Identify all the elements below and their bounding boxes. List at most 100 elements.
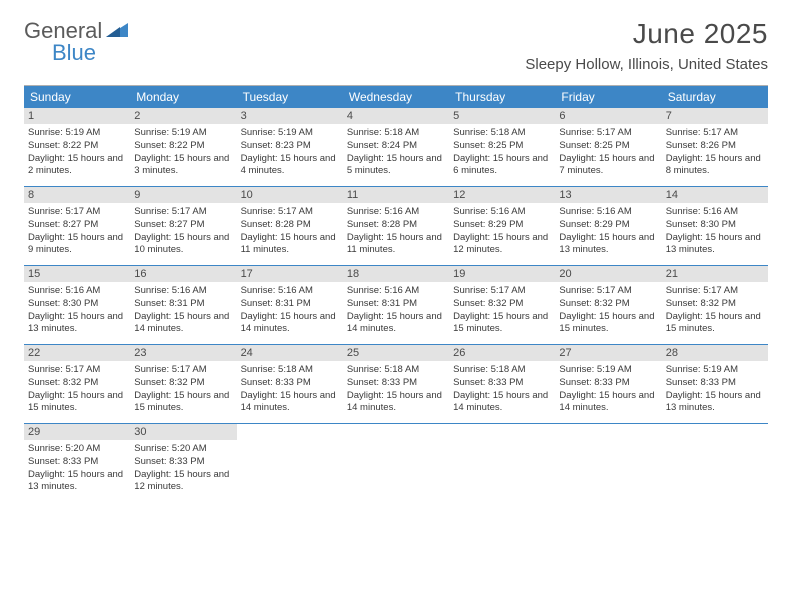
sunset-line: Sunset: 8:33 PM [666, 377, 764, 390]
sunset-line: Sunset: 8:33 PM [134, 456, 232, 469]
day-number: 21 [662, 266, 768, 282]
day-number: 25 [343, 345, 449, 361]
day-cell: 11Sunrise: 5:16 AMSunset: 8:28 PMDayligh… [343, 187, 449, 265]
day-number: 23 [130, 345, 236, 361]
day-cell: 19Sunrise: 5:17 AMSunset: 8:32 PMDayligh… [449, 266, 555, 344]
sunset-line: Sunset: 8:25 PM [453, 140, 551, 153]
day-number: 10 [237, 187, 343, 203]
day-cell: 15Sunrise: 5:16 AMSunset: 8:30 PMDayligh… [24, 266, 130, 344]
day-number: 12 [449, 187, 555, 203]
daylight-line: Daylight: 15 hours and 14 minutes. [559, 390, 657, 416]
day-cell: 13Sunrise: 5:16 AMSunset: 8:29 PMDayligh… [555, 187, 661, 265]
day-number: 9 [130, 187, 236, 203]
week-row: 8Sunrise: 5:17 AMSunset: 8:27 PMDaylight… [24, 187, 768, 266]
sunrise-line: Sunrise: 5:20 AM [134, 443, 232, 456]
sunrise-line: Sunrise: 5:17 AM [28, 206, 126, 219]
calendar: Sunday Monday Tuesday Wednesday Thursday… [24, 85, 768, 502]
daylight-line: Daylight: 15 hours and 11 minutes. [347, 232, 445, 258]
day-cell: 5Sunrise: 5:18 AMSunset: 8:25 PMDaylight… [449, 108, 555, 186]
day-number: 18 [343, 266, 449, 282]
sunset-line: Sunset: 8:23 PM [241, 140, 339, 153]
sunset-line: Sunset: 8:32 PM [453, 298, 551, 311]
sunrise-line: Sunrise: 5:16 AM [347, 285, 445, 298]
daylight-line: Daylight: 15 hours and 14 minutes. [347, 311, 445, 337]
sunset-line: Sunset: 8:22 PM [134, 140, 232, 153]
sunrise-line: Sunrise: 5:17 AM [241, 206, 339, 219]
daylight-line: Daylight: 15 hours and 15 minutes. [453, 311, 551, 337]
sunset-line: Sunset: 8:28 PM [241, 219, 339, 232]
daylight-line: Daylight: 15 hours and 10 minutes. [134, 232, 232, 258]
sunset-line: Sunset: 8:30 PM [666, 219, 764, 232]
daylight-line: Daylight: 15 hours and 8 minutes. [666, 153, 764, 179]
sunrise-line: Sunrise: 5:19 AM [134, 127, 232, 140]
day-number: 17 [237, 266, 343, 282]
sunrise-line: Sunrise: 5:19 AM [241, 127, 339, 140]
empty-cell [555, 424, 661, 502]
header: General Blue June 2025 Sleepy Hollow, Il… [0, 0, 792, 73]
dow-sunday: Sunday [24, 86, 130, 108]
sunrise-line: Sunrise: 5:19 AM [559, 364, 657, 377]
day-number: 19 [449, 266, 555, 282]
sunset-line: Sunset: 8:29 PM [559, 219, 657, 232]
daylight-line: Daylight: 15 hours and 11 minutes. [241, 232, 339, 258]
week-row: 29Sunrise: 5:20 AMSunset: 8:33 PMDayligh… [24, 424, 768, 502]
sunrise-line: Sunrise: 5:16 AM [559, 206, 657, 219]
empty-cell [662, 424, 768, 502]
week-row: 22 Sunrise: 5:17 AM Sunset: 8:32 PM Dayligh… [24, 345, 768, 424]
day-number: 24 [237, 345, 343, 361]
daylight-line: Daylight: 15 hours and 9 minutes. [28, 232, 126, 258]
day-cell: 24 Sunrise: 5:18 AMSunset: 8:33 PMDayligh… [237, 345, 343, 423]
sunrise-line: Sunrise: 5:17 AM [666, 127, 764, 140]
day-number: 22 [24, 345, 130, 361]
dow-thursday: Thursday [449, 86, 555, 108]
day-cell: 27Sunrise: 5:19 AMSunset: 8:33 PMDayligh… [555, 345, 661, 423]
sunrise-line: Sunrise: 5:16 AM [134, 285, 232, 298]
day-number: 11 [343, 187, 449, 203]
day-cell: 16Sunrise: 5:16 AMSunset: 8:31 PMDayligh… [130, 266, 236, 344]
day-cell: 21Sunrise: 5:17 AMSunset: 8:32 PMDayligh… [662, 266, 768, 344]
empty-cell [449, 424, 555, 502]
sunrise-line: Sunrise: 5:17 AM [559, 127, 657, 140]
sunset-line: Sunset: 8:33 PM [28, 456, 126, 469]
daylight-line: Daylight: 15 hours and 14 minutes. [241, 390, 339, 416]
sunset-line: Sunset: 8:33 PM [241, 377, 339, 390]
day-cell: 26Sunrise: 5:18 AMSunset: 8:33 PMDayligh… [449, 345, 555, 423]
sunrise-line: Sunrise: 5:16 AM [28, 285, 126, 298]
day-cell: 4Sunrise: 5:18 AMSunset: 8:24 PMDaylight… [343, 108, 449, 186]
day-cell: 20Sunrise: 5:17 AMSunset: 8:32 PMDayligh… [555, 266, 661, 344]
sunset-line: Sunset: 8:33 PM [453, 377, 551, 390]
daylight-line: Daylight: 15 hours and 13 minutes. [666, 232, 764, 258]
day-number: 14 [662, 187, 768, 203]
sunrise-line: Sunrise: 5:20 AM [28, 443, 126, 456]
daylight-line: Daylight: 15 hours and 14 minutes. [241, 311, 339, 337]
daylight-line: Daylight: 15 hours and 12 minutes. [134, 469, 232, 495]
daylight-line: Daylight: 15 hours and 13 minutes. [559, 232, 657, 258]
day-number: 30 [130, 424, 236, 440]
week-row: 1Sunrise: 5:19 AMSunset: 8:22 PMDaylight… [24, 108, 768, 187]
day-number: 28 [662, 345, 768, 361]
sunset-line: Sunset: 8:32 PM [666, 298, 764, 311]
day-cell: 25Sunrise: 5:18 AMSunset: 8:33 PMDayligh… [343, 345, 449, 423]
day-number: 4 [343, 108, 449, 124]
sunset-line: Sunset: 8:32 PM [559, 298, 657, 311]
day-number: 26 [449, 345, 555, 361]
sunset-line: Sunset: 8:32 PM [134, 377, 232, 390]
weeks-container: 1Sunrise: 5:19 AMSunset: 8:22 PMDaylight… [24, 108, 768, 502]
daylight-line: Daylight: 15 hours and 7 minutes. [559, 153, 657, 179]
sunset-line: Sunset: 8:24 PM [347, 140, 445, 153]
daylight-line: Daylight: 15 hours and 4 minutes. [241, 153, 339, 179]
day-number: 1 [24, 108, 130, 124]
sunrise-line: Sunrise: 5:16 AM [241, 285, 339, 298]
sunrise-line: Sunrise: 5:17 AM [28, 364, 126, 377]
sunset-line: Sunset: 8:33 PM [347, 377, 445, 390]
sunrise-line: Sunrise: 5:18 AM [241, 364, 339, 377]
sunset-line: Sunset: 8:31 PM [134, 298, 232, 311]
brand-blue: Blue [52, 40, 96, 66]
sunset-line: Sunset: 8:30 PM [28, 298, 126, 311]
day-cell: 28Sunrise: 5:19 AMSunset: 8:33 PMDayligh… [662, 345, 768, 423]
sunrise-line: Sunrise: 5:16 AM [666, 206, 764, 219]
day-number: 16 [130, 266, 236, 282]
day-number: 8 [24, 187, 130, 203]
day-cell: 23Sunrise: 5:17 AMSunset: 8:32 PMDayligh… [130, 345, 236, 423]
empty-cell [237, 424, 343, 502]
